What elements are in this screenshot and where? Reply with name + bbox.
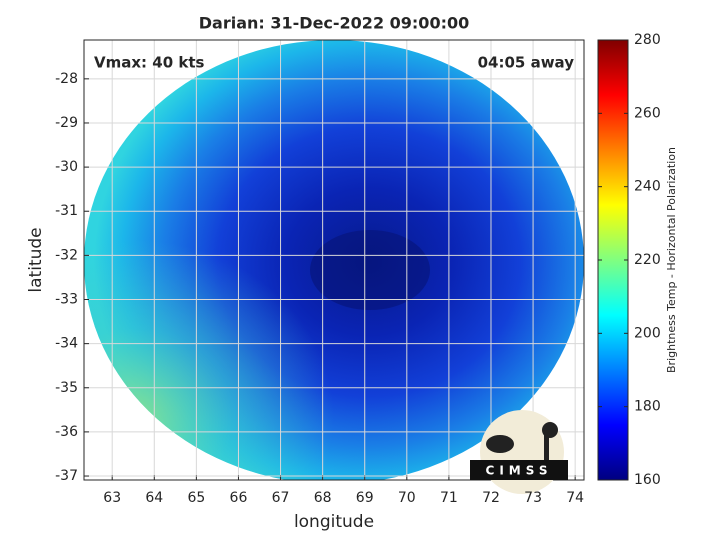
colorbar-tick-label: 280 [634,32,661,48]
logo-dish [486,435,514,453]
annotation: Vmax: 40 kts [94,54,204,72]
logo-bar [470,460,568,480]
x-tick-label: 74 [566,490,584,506]
y-tick-label: -30 [55,159,78,175]
x-tick-label: 66 [230,490,248,506]
y-tick-label: -29 [55,115,78,131]
x-tick-label: 71 [440,490,458,506]
x-tick-label: 72 [482,490,500,506]
y-tick-label: -33 [55,291,78,307]
y-tick-label: -31 [55,203,78,219]
y-tick-label: -28 [55,71,78,87]
colorbar-tick-label: 160 [634,472,661,488]
colorbar [597,39,629,481]
swath-image [84,40,584,480]
logo-text: CIMSS [486,464,553,478]
x-tick-label: 63 [103,490,121,506]
logo: CIMSS [470,410,568,494]
core [310,230,430,310]
x-tick-label: 67 [272,490,290,506]
x-tick-label: 70 [398,490,416,506]
annotation: 04:05 away [478,54,575,72]
logo-tower [544,432,549,462]
logo-tank [542,422,558,438]
y-tick-label: -32 [55,247,78,263]
x-tick-label: 65 [187,490,205,506]
colorbar-tick-label: 220 [634,252,661,268]
colorbar-tick-label: 180 [634,399,661,415]
y-axis-label: latitude [26,227,46,292]
x-tick-label: 68 [314,490,332,506]
colorbar-tick-label: 200 [634,325,661,341]
x-tick-label: 64 [145,490,163,506]
y-tick-label: -36 [55,424,78,440]
x-axis-label: longitude [294,512,374,532]
chart-title: Darian: 31-Dec-2022 09:00:00 [199,14,469,33]
colorbar-tick-label: 240 [634,179,661,195]
colorbar-tick-label: 260 [634,105,661,121]
y-tick-label: -34 [55,336,78,352]
y-tick-label: -35 [55,380,78,396]
colorbar-label: Brightness Temp - Horizontal Polarizatio… [665,147,678,373]
x-tick-label: 73 [524,490,542,506]
x-tick-label: 69 [356,490,374,506]
plot-frame [83,39,585,481]
y-tick-label: -37 [55,468,78,484]
